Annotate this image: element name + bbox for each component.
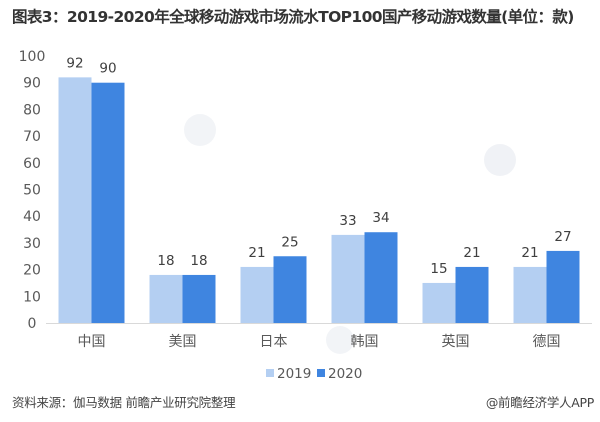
y-axis: 0 10 20 30 40 50 60 70 80 90 100 [19,49,46,332]
bars [58,77,580,323]
bar-2019 [149,274,183,323]
data-label-2020: 25 [281,234,298,250]
y-tick-label: 0 [28,316,37,332]
bar-2019 [513,266,547,323]
data-label-2019: 92 [66,55,83,71]
bar-2019 [240,266,274,323]
data-label-2020: 27 [554,229,571,245]
legend-swatch-2019 [266,369,274,377]
bar-2020 [91,82,125,323]
bar-2020 [182,274,216,323]
x-tick-label: 英国 [442,333,470,350]
legend-label-2019: 2019 [277,366,311,382]
bar-2020 [455,266,489,323]
chart-title: 图表3：2019-2020年全球移动游戏市场流水TOP100国产移动游戏数量(单… [12,8,574,26]
credit-note: @前瞻经济学人APP [485,395,594,410]
source-note: 资料来源：伽马数据 前瞻产业研究院整理 [12,395,236,410]
bar-chart: 0 10 20 30 40 50 60 70 80 90 100 中国 美国 日本 韩国 英国 德国 92 90… [19,49,592,382]
x-axis: 中国 美国 日本 韩国 英国 德国 [78,333,561,350]
x-tick-label: 中国 [78,334,106,350]
data-label-2019: 18 [157,253,174,269]
y-tick-label: 30 [23,236,41,252]
x-tick-label: 韩国 [351,334,379,350]
bar-2019 [58,77,92,323]
y-tick-label: 20 [23,263,41,279]
legend-label-2020: 2020 [328,366,362,382]
bar-2020 [364,232,398,323]
y-tick-label: 90 [23,76,41,92]
bar-2020 [273,256,307,323]
bar-2020 [546,250,580,323]
watermark-logo-icon [184,114,516,354]
x-tick-label: 美国 [169,334,197,350]
y-tick-label: 50 [23,183,41,199]
data-label-2020: 34 [372,210,389,226]
watermark [184,114,516,354]
y-tick-label: 100 [19,49,46,65]
data-label-2020: 90 [99,61,116,77]
x-tick-label: 日本 [260,334,288,350]
x-tick-label: 德国 [533,334,561,350]
data-label-2019: 15 [430,261,447,277]
data-label-2019: 33 [339,213,356,229]
y-tick-label: 60 [23,156,41,172]
data-label-2020: 18 [190,253,207,269]
data-label-2019: 21 [521,245,538,261]
data-label-2020: 21 [463,245,480,261]
y-tick-label: 70 [23,129,41,145]
legend: 2019 2020 [266,366,362,382]
data-label-2019: 21 [248,245,265,261]
legend-swatch-2020 [317,369,325,377]
y-tick-label: 40 [23,209,41,225]
y-tick-label: 80 [23,102,41,118]
y-tick-label: 10 [23,289,41,305]
bar-2019 [331,234,365,323]
bar-2019 [422,282,456,323]
data-labels: 92 90 18 18 21 25 33 34 15 21 21 27 [66,55,571,277]
